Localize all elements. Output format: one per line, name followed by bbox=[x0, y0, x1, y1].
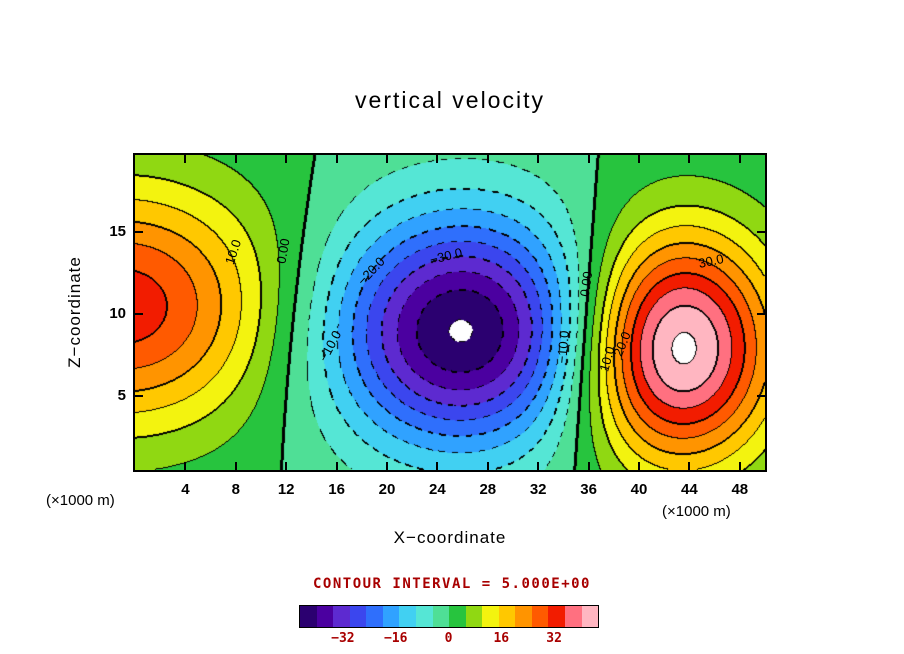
contour-interval-caption: CONTOUR INTERVAL = 5.000E+00 bbox=[312, 576, 591, 592]
x-axis-tick-label: 16 bbox=[328, 481, 345, 498]
colorbar-segment bbox=[498, 606, 516, 627]
colorbar-segment bbox=[465, 606, 483, 627]
colorbar-segment bbox=[565, 606, 582, 627]
plot-frame bbox=[133, 153, 767, 472]
x-axis-tick bbox=[436, 462, 439, 470]
colorbar-segment bbox=[432, 606, 450, 627]
colorbar-segment bbox=[382, 606, 400, 627]
z-axis-tick bbox=[135, 395, 143, 398]
colorbar-segment bbox=[300, 606, 317, 627]
z-axis-tick-label: 15 bbox=[109, 223, 126, 241]
x-axis-tick-label: 12 bbox=[277, 481, 295, 498]
colorbar-segment bbox=[366, 606, 383, 627]
colorbar-segment bbox=[415, 606, 433, 627]
x-axis-tick-label: 28 bbox=[479, 481, 497, 498]
x-axis-tick bbox=[184, 155, 187, 163]
x-axis-label: X−coordinate bbox=[393, 528, 507, 547]
x-axis-tick bbox=[386, 462, 388, 470]
colorbar-segment bbox=[482, 606, 499, 627]
colorbar-segment bbox=[531, 606, 549, 627]
x-axis-tick bbox=[638, 155, 640, 163]
x-axis-tick-label: 48 bbox=[731, 481, 749, 498]
x-axis-tick-label: 4 bbox=[181, 481, 190, 498]
z-axis-tick-label: 5 bbox=[117, 387, 126, 405]
colorbar-segment bbox=[316, 606, 334, 627]
x-axis-tick bbox=[436, 155, 439, 163]
z-axis-tick bbox=[757, 395, 765, 398]
x-axis-tick-label: 40 bbox=[630, 481, 648, 498]
colorbar-tick-label: −32 bbox=[331, 631, 355, 646]
x-axis-tick bbox=[285, 155, 288, 163]
x-axis-tick-label: 44 bbox=[681, 481, 698, 498]
colorbar-segment bbox=[399, 606, 416, 627]
colorbar-tick-label: 32 bbox=[546, 631, 562, 646]
x-axis-tick-label: 32 bbox=[529, 481, 547, 498]
x-axis-tick bbox=[587, 155, 590, 163]
x-axis-tick bbox=[537, 462, 540, 470]
x-axis-units-right: (×1000 m) bbox=[662, 503, 731, 520]
x-axis-tick bbox=[587, 462, 590, 470]
z-axis-tick bbox=[135, 231, 143, 234]
colorbar-segment bbox=[449, 606, 466, 627]
contour-plot-canvas bbox=[135, 155, 765, 470]
plot-title: vertical velocity bbox=[355, 87, 545, 113]
colorbar-tick-label: −16 bbox=[383, 631, 408, 646]
x-axis-tick bbox=[486, 155, 489, 163]
x-axis-tick bbox=[335, 462, 338, 470]
x-axis-tick-label: 8 bbox=[231, 481, 240, 498]
z-axis-tick bbox=[757, 231, 765, 234]
colorbar-tick-label: 0 bbox=[444, 631, 453, 646]
x-axis-tick-label: 36 bbox=[580, 481, 597, 498]
x-axis-tick bbox=[638, 462, 640, 470]
x-axis-tick bbox=[738, 462, 741, 470]
x-axis-tick bbox=[386, 155, 388, 163]
x-axis-tick-label: 20 bbox=[378, 481, 396, 498]
z-axis-tick-label: 10 bbox=[109, 305, 126, 323]
x-axis-tick bbox=[537, 155, 540, 163]
colorbar-segment bbox=[581, 606, 599, 627]
colorbar-segment bbox=[333, 606, 350, 627]
x-axis-tick-label: 24 bbox=[429, 481, 446, 498]
x-axis-tick bbox=[688, 462, 691, 470]
x-axis-tick bbox=[688, 155, 691, 163]
z-axis-tick bbox=[135, 313, 143, 316]
colorbar-segment bbox=[515, 606, 532, 627]
x-axis-tick bbox=[234, 155, 237, 163]
x-axis-tick bbox=[285, 462, 288, 470]
x-axis-tick bbox=[486, 462, 489, 470]
x-axis-tick bbox=[184, 462, 187, 470]
colorbar bbox=[299, 605, 599, 628]
contour-line-label: −10.0 bbox=[554, 329, 572, 365]
z-axis-tick bbox=[757, 313, 765, 316]
z-axis-label: Z−coordinate bbox=[65, 256, 84, 368]
x-axis-tick bbox=[335, 155, 338, 163]
colorbar-tick-label: 16 bbox=[493, 631, 510, 646]
x-axis-units-left: (×1000 m) bbox=[46, 492, 115, 509]
x-axis-tick bbox=[738, 155, 741, 163]
colorbar-segment bbox=[349, 606, 367, 627]
colorbar-segment bbox=[548, 606, 565, 627]
x-axis-tick bbox=[234, 462, 237, 470]
